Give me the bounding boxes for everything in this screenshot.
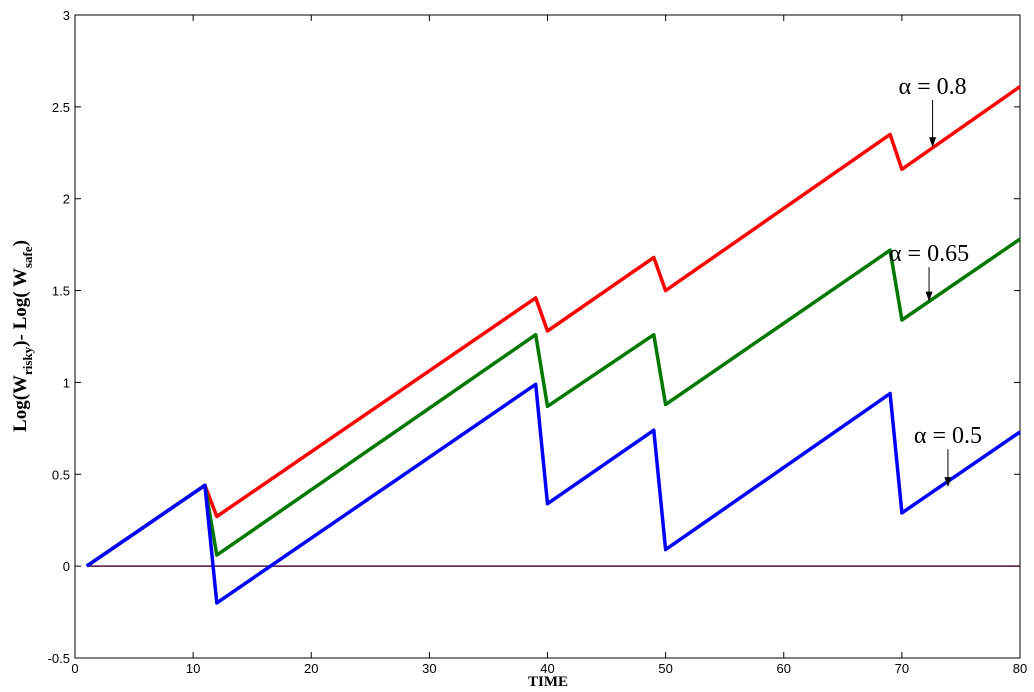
y-axis-title-prefix: Log(W (10, 375, 31, 432)
annotation-arrow-head (925, 291, 933, 302)
x-tick-label: 80 (1013, 661, 1027, 676)
series-lines (85, 85, 1022, 605)
series-line-1 (85, 237, 1021, 568)
x-tick-label: 30 (422, 661, 436, 676)
y-tick-label: 1.5 (52, 284, 70, 299)
y-tick-label: 0 (63, 559, 70, 574)
y-tick-label: 0.5 (52, 467, 70, 482)
x-tick-label: 50 (658, 661, 672, 676)
series-line-2 (85, 382, 1021, 605)
x-tick-label: 10 (186, 661, 200, 676)
annotation-arrow-head (929, 137, 937, 148)
x-axis-title: TIME (528, 674, 568, 690)
y-tick-label: 1 (63, 375, 70, 390)
annotation-label: α = 0.65 (889, 241, 969, 267)
y-axis-title-sub-risky: risky (20, 346, 35, 375)
y-axis-title-suffix: ) (10, 240, 31, 246)
x-tick-label: 40 (540, 661, 554, 676)
x-tick-label: 0 (71, 661, 78, 676)
alpha-annotations: α = 0.8 α = 0.65 α = 0.5 (889, 74, 982, 488)
annotation-label: α = 0.8 (899, 74, 967, 100)
x-tick-label: 20 (304, 661, 318, 676)
y-tick-label: -0.5 (48, 651, 70, 666)
annotation-label: α = 0.5 (914, 423, 982, 449)
y-axis-title-sub-safe: safe (20, 246, 35, 268)
series-line-0 (85, 85, 1022, 568)
y-tick-label: 3 (63, 8, 70, 23)
plot-frame (74, 14, 1021, 659)
y-tick-label: 2.5 (52, 100, 70, 115)
y-axis-title: Log(Wrisky)- Log( Wsafe) (10, 240, 35, 432)
y-tick-label: 2 (63, 192, 70, 207)
y-axis-title-middle: )- Log( W (10, 268, 31, 347)
axis-ticks: 0 10 20 30 40 50 60 70 80-0.500.511.522.53 (48, 8, 1028, 676)
annotation-arrow-head (944, 477, 952, 488)
x-tick-label: 60 (777, 661, 791, 676)
x-tick-label: 70 (895, 661, 909, 676)
